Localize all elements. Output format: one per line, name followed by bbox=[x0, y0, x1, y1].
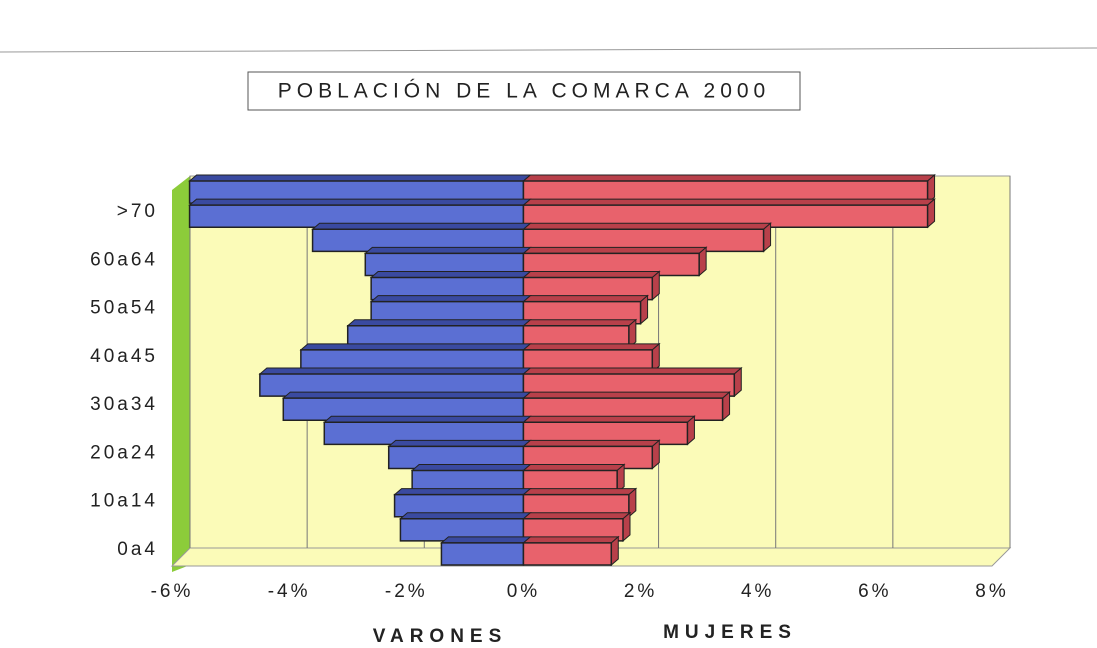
y-tick-label: 30a34 bbox=[90, 394, 158, 415]
bar-top bbox=[522, 367, 743, 375]
y-tick-label: 60a64 bbox=[90, 249, 158, 270]
x-tick-label: 8% bbox=[975, 581, 1008, 602]
bar-top bbox=[440, 536, 532, 544]
bar-top bbox=[387, 439, 532, 447]
bar-top bbox=[522, 415, 696, 423]
bar-top bbox=[369, 271, 532, 278]
y-tick-label: 40a45 bbox=[90, 346, 158, 367]
y-tick-label: 0a4 bbox=[117, 539, 158, 560]
bar-top bbox=[522, 295, 649, 303]
bar-top bbox=[258, 367, 532, 375]
y-tick-label: 50a54 bbox=[90, 298, 158, 319]
bar-top bbox=[522, 488, 638, 496]
x-tick-label: -6% bbox=[151, 581, 194, 602]
bar-top bbox=[522, 246, 708, 254]
bar-top bbox=[346, 319, 532, 327]
bar-top bbox=[522, 536, 620, 544]
bar-top bbox=[410, 464, 532, 471]
bar-top bbox=[522, 174, 936, 182]
bar-top bbox=[522, 198, 936, 206]
page-rule bbox=[0, 47, 1097, 53]
x-tick-label: -4% bbox=[268, 581, 311, 602]
y-tick-label: >70 bbox=[117, 201, 158, 222]
series-label: VARONES bbox=[373, 626, 508, 647]
x-tick-label: 4% bbox=[741, 581, 774, 602]
y-tick-label: 10a14 bbox=[90, 491, 158, 512]
x-tick-label: 0% bbox=[507, 581, 540, 602]
bar-top bbox=[522, 439, 661, 447]
chart-title: POBLACIÓN DE LA COMARCA 2000 bbox=[278, 80, 770, 103]
bar-top bbox=[522, 464, 626, 471]
bar-top bbox=[522, 512, 632, 520]
bar bbox=[440, 542, 525, 566]
bar-top bbox=[522, 391, 731, 399]
bar-top bbox=[281, 391, 532, 399]
bar-top bbox=[188, 198, 532, 206]
x-tick-label: 2% bbox=[624, 581, 657, 602]
bar-top bbox=[322, 415, 532, 423]
bar-top bbox=[522, 222, 772, 230]
bar-top bbox=[363, 246, 532, 254]
y-tick-label: 20a24 bbox=[90, 442, 158, 463]
x-tick-label: -2% bbox=[385, 581, 428, 602]
bar bbox=[522, 542, 613, 566]
bar-top bbox=[522, 319, 638, 327]
x-tick-label: 6% bbox=[858, 581, 891, 602]
bar-top bbox=[522, 271, 661, 278]
series-label: MUJERES bbox=[663, 622, 797, 643]
bar-top bbox=[188, 174, 532, 182]
side-wall bbox=[172, 176, 190, 572]
bar-top bbox=[369, 295, 532, 303]
bar-top bbox=[399, 512, 532, 520]
bar-top bbox=[299, 343, 532, 351]
bar-top bbox=[311, 222, 532, 230]
title-box bbox=[247, 71, 801, 111]
bar-top bbox=[393, 488, 532, 496]
bar-top bbox=[522, 343, 661, 351]
